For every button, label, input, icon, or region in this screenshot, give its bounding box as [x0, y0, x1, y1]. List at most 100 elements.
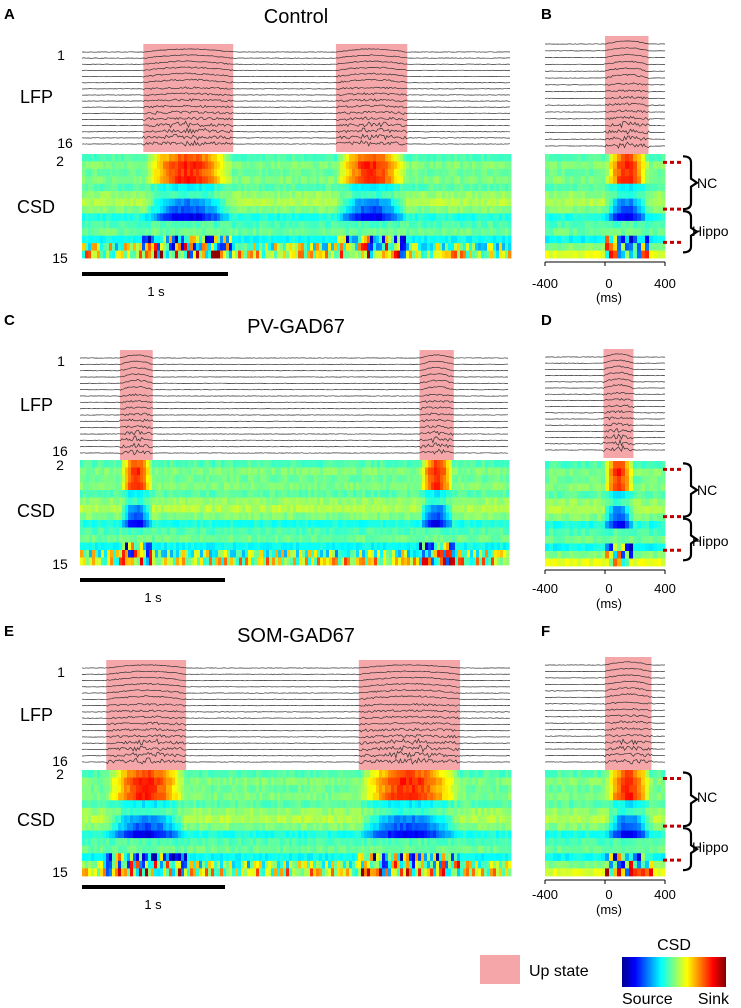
csd-cell [136, 250, 140, 259]
csd-cell [421, 235, 425, 244]
csd-cell [419, 557, 423, 566]
csd-cell [494, 467, 498, 476]
csd-cell [593, 491, 598, 499]
csd-cell [553, 491, 558, 499]
csd-cell [344, 490, 348, 498]
csd-cell [470, 542, 474, 551]
csd-cell [245, 505, 249, 513]
csd-cell [645, 206, 650, 214]
csd-cell [605, 220, 610, 229]
csd-cell [419, 512, 423, 521]
csd-cell [421, 168, 425, 177]
csd-cell [464, 520, 468, 528]
csd-cell [419, 505, 423, 513]
csd-cell [98, 475, 102, 483]
csd-cell [139, 243, 143, 251]
csd-cell [169, 228, 173, 237]
csd-cell [625, 198, 630, 207]
csd-cell [379, 176, 383, 185]
csd-cell [437, 505, 441, 513]
csd-cell [340, 243, 344, 251]
csd-cell [482, 505, 486, 513]
csd-cell [391, 154, 395, 162]
csd-cell [356, 512, 360, 521]
csd-cell [621, 213, 626, 222]
csd-cell [104, 557, 108, 566]
csd-cell [565, 198, 570, 207]
csd-cell [94, 235, 98, 244]
csd-cell [601, 521, 606, 529]
csd-cell [293, 482, 297, 491]
csd-cell [490, 168, 494, 177]
csd-cell [284, 550, 288, 558]
csd-cell [305, 512, 309, 521]
csd-cell [238, 198, 242, 207]
csd-cell [305, 475, 309, 483]
csd-cell [549, 468, 554, 477]
csd-cell [380, 505, 384, 513]
csd-cell [89, 475, 93, 483]
csd-cell [645, 176, 650, 185]
csd-cell [196, 183, 200, 192]
csd-cell [371, 490, 375, 498]
csd-cell [200, 542, 204, 551]
csd-cell [238, 206, 242, 214]
csd-cell [409, 250, 413, 259]
csd-cell [431, 490, 435, 498]
csd-cell [625, 483, 630, 492]
csd-cell [356, 467, 360, 476]
csd-cell [275, 520, 279, 528]
csd-cell [368, 482, 372, 491]
csd-cell [434, 542, 438, 551]
csd-cell [172, 235, 176, 244]
csd-cell [146, 482, 150, 491]
csd-cell [283, 154, 287, 162]
csd-cell [133, 176, 137, 185]
csd-cell [235, 250, 239, 259]
csd-cell [212, 542, 216, 551]
csd-cell [350, 475, 354, 483]
csd-cell [361, 228, 365, 237]
csd-cell [425, 527, 429, 536]
csd-cell [334, 154, 338, 162]
csd-cell [653, 498, 658, 507]
csd-cell [329, 557, 333, 566]
csd-cell [151, 220, 155, 229]
csd-cell [376, 191, 380, 199]
csd-cell [485, 497, 489, 506]
csd-cell [274, 220, 278, 229]
csd-cell [142, 183, 146, 192]
csd-cell [149, 542, 153, 551]
csd-cell [601, 154, 606, 162]
csd-cell [617, 476, 622, 484]
csd-cell [581, 536, 586, 544]
csd-cell [131, 535, 135, 543]
csd-cell [190, 235, 194, 244]
csd-cell [545, 235, 550, 244]
csd-cell [451, 206, 455, 214]
csd-cell [418, 183, 422, 192]
csd-cell [86, 475, 90, 483]
csd-cell [508, 191, 512, 199]
csd-cell [193, 206, 197, 214]
csd-cell [649, 183, 654, 192]
csd-cell [338, 490, 342, 498]
csd-cell [407, 535, 411, 543]
csd-cell [502, 206, 506, 214]
csd-cell [494, 520, 498, 528]
csd-cell [131, 527, 135, 536]
csd-cell [82, 176, 86, 185]
lfp-trace [80, 379, 509, 384]
csd-cell [508, 161, 512, 170]
csd-cell [293, 512, 297, 521]
csd-cell [187, 176, 191, 185]
csd-cell [493, 206, 497, 214]
csd-cell [311, 505, 315, 513]
panel-a-label: A [4, 6, 15, 23]
csd-cell [569, 206, 574, 214]
panel-c-lfp-channel-bottom: 16 [52, 443, 68, 459]
csd-cell [601, 243, 606, 251]
csd-cell [367, 168, 371, 177]
csd-cell [593, 198, 598, 207]
csd-cell [443, 467, 447, 476]
